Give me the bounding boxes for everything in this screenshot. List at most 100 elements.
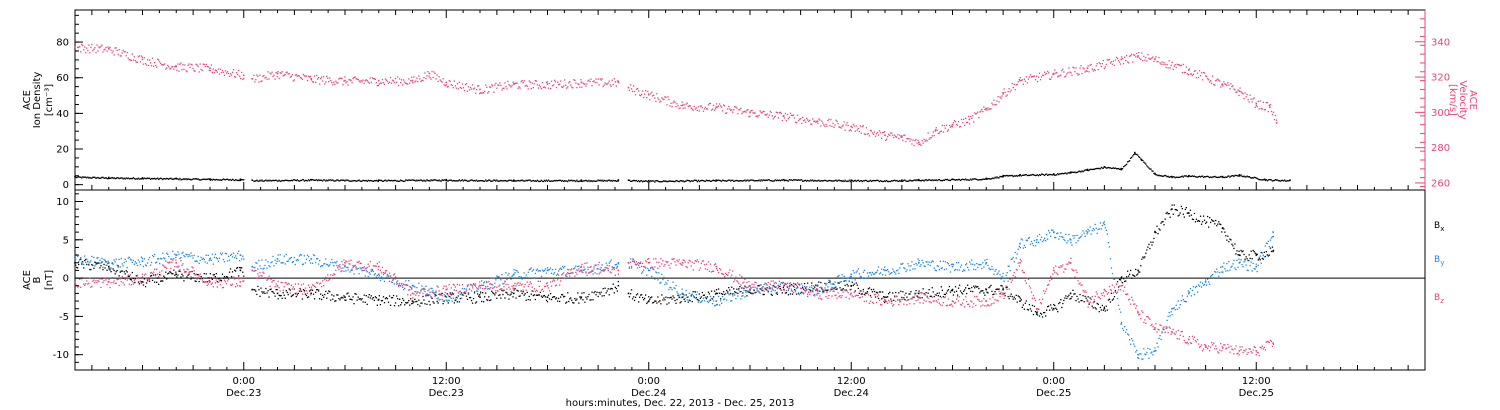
density-series-point — [1270, 179, 1273, 181]
density-series-point — [1107, 166, 1110, 169]
velocity-series-point — [543, 86, 546, 88]
velocity-series-point — [143, 57, 146, 59]
density-series-point — [779, 180, 781, 182]
density-series-point — [1051, 174, 1053, 176]
b-series-bx-point — [474, 302, 477, 304]
b-series-bx-point — [416, 300, 418, 303]
velocity-series-point — [963, 118, 965, 120]
velocity-series-point — [411, 76, 413, 78]
b-series-bx-point — [1250, 250, 1252, 252]
density-series-point — [893, 179, 895, 182]
velocity-series-point — [1050, 78, 1052, 80]
b-series-by-point — [315, 261, 317, 264]
b-series-bx-point — [606, 290, 608, 292]
b-series-bx-point — [579, 296, 581, 298]
b-series-bx-point — [954, 286, 957, 288]
b-series-by-marker — [1053, 231, 1055, 233]
b-series-by-point — [778, 288, 780, 290]
density-series-point — [1138, 156, 1140, 158]
velocity-series-point — [361, 81, 363, 83]
velocity-series-point — [524, 85, 526, 87]
b-series-bz-point — [168, 262, 170, 264]
density-series-point — [1098, 167, 1100, 170]
b-series-by-point — [979, 264, 981, 266]
b-series-by-point — [330, 261, 332, 264]
density-series-point — [1230, 175, 1232, 177]
b-series-bx-point — [431, 297, 433, 299]
b-series-by-point — [990, 268, 992, 270]
velocity-series-point — [415, 80, 417, 82]
b-series-by-point — [414, 286, 416, 288]
b-series-by-point — [740, 298, 742, 300]
b-series-by-point — [788, 283, 791, 285]
velocity-series-point — [344, 76, 346, 78]
density-series-point — [1251, 177, 1253, 179]
density-series-point — [118, 177, 120, 180]
b-series-by-point — [828, 279, 830, 281]
density-series-point — [1240, 174, 1242, 176]
b-series-bx-point — [562, 294, 564, 296]
b-series-by-point — [385, 276, 388, 278]
velocity-series-point — [1066, 73, 1068, 75]
b-series-bx-point — [411, 303, 413, 305]
b-series-bx-marker — [411, 300, 414, 302]
velocity-series-point — [1034, 79, 1037, 81]
b-series-bx-point — [849, 289, 851, 291]
top-panel-frame — [74, 9, 1426, 191]
velocity-series-point — [844, 129, 846, 131]
velocity-series-point — [525, 84, 527, 86]
b-series-by-point — [161, 258, 163, 260]
b-series-by-point — [477, 290, 479, 292]
b-series-by-point — [466, 285, 469, 288]
density-series-point — [863, 180, 865, 182]
velocity-series-point — [1121, 57, 1124, 60]
density-series-point — [1214, 175, 1216, 178]
velocity-series-point — [1011, 82, 1013, 85]
b-series-bx-point — [937, 295, 939, 297]
density-series-point — [94, 176, 96, 178]
velocity-series-point — [100, 45, 102, 47]
density-series-point — [1039, 174, 1042, 176]
b-series-by-point — [355, 266, 357, 268]
b-series-bx-point — [1118, 278, 1121, 281]
velocity-series-point — [1067, 71, 1069, 74]
b-series-bx-point — [935, 294, 937, 296]
velocity-series-point — [939, 131, 941, 133]
density-series-point — [1163, 175, 1165, 177]
velocity-series-point — [1267, 110, 1269, 113]
velocity-series-point — [674, 101, 676, 104]
velocity-series-point — [359, 81, 361, 83]
velocity-series-point — [1010, 89, 1012, 91]
velocity-series-point — [211, 72, 213, 74]
b-series-bx-point — [975, 285, 977, 287]
velocity-series-marker — [344, 79, 346, 82]
b-series-bx-point — [1203, 219, 1206, 221]
velocity-series-point — [1055, 72, 1057, 74]
b-series-by-point — [511, 275, 513, 277]
b-series-bx-point — [667, 297, 669, 299]
b-series-by-point — [824, 287, 826, 289]
density-series-point — [212, 178, 214, 180]
b-series-by-point — [888, 271, 890, 273]
velocity-series-point — [988, 108, 990, 111]
b-series-bx-point — [468, 297, 471, 299]
velocity-series-point — [913, 144, 915, 147]
density-series-point — [163, 178, 165, 180]
velocity-series-point — [303, 75, 306, 77]
density-series-point — [1092, 168, 1094, 170]
b-series-by-point — [557, 273, 559, 275]
b-series-bx-point — [1050, 304, 1052, 306]
density-series-point — [1215, 176, 1217, 178]
velocity-series-point — [629, 84, 632, 86]
b-series-by-point — [886, 269, 888, 272]
b-series-bx-point — [1131, 277, 1133, 279]
density-series-point — [497, 180, 499, 182]
velocity-series-point — [633, 90, 636, 93]
b-series-by-point — [827, 286, 829, 288]
density-series-point — [721, 180, 723, 182]
b-series-bz-point — [183, 269, 185, 271]
b-series-by-point — [478, 288, 480, 290]
velocity-series-point — [102, 51, 104, 53]
b-series-by-point — [1260, 262, 1262, 264]
b-series-by-point — [207, 254, 209, 256]
